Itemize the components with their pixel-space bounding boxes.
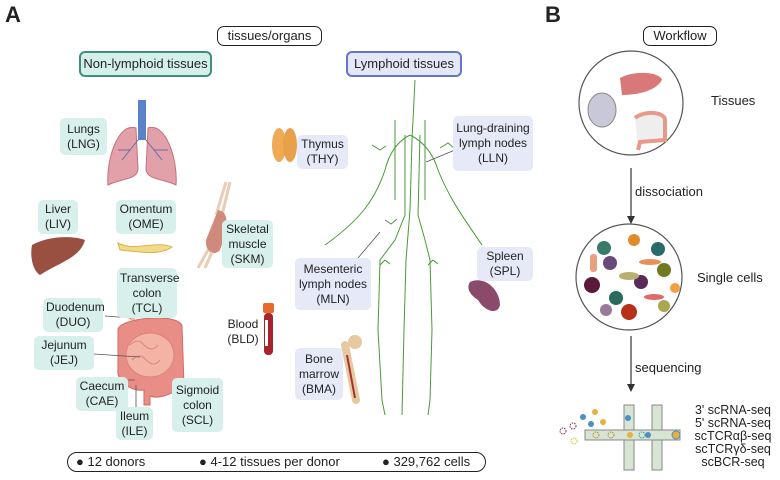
assay-item: scTCRαβ-seq xyxy=(694,429,772,443)
microfluidic-chip-illustration xyxy=(559,404,681,471)
label-name: Ileum xyxy=(119,408,150,423)
label-caecum: Caecum (CAE) xyxy=(76,377,128,411)
panel-a-letter: A xyxy=(5,2,21,27)
label-bone-marrow: Bone marrow (BMA) xyxy=(295,348,343,400)
label-liver: Liver (LIV) xyxy=(38,200,78,234)
omentum-illustration xyxy=(117,242,174,254)
label-lungs: Lungs (LNG) xyxy=(60,118,107,155)
label-omentum: Omentum (OME) xyxy=(116,200,176,234)
label-name: Mesenteric xyxy=(303,261,363,276)
label-name: Skeletal xyxy=(226,221,269,236)
label-lung-draining-lymph-nodes: Lung-draining lymph nodes (LLN) xyxy=(453,116,533,171)
label-code: (BLD) xyxy=(227,331,259,346)
intestine-illustration xyxy=(93,314,185,410)
label-blood: Blood (BLD) xyxy=(224,314,262,349)
label-ileum: Ileum (ILE) xyxy=(116,407,153,440)
spleen-illustration xyxy=(468,280,500,312)
lungs-illustration xyxy=(107,100,177,186)
label-code: (MLN) xyxy=(316,291,350,306)
label-name: Liver xyxy=(44,202,71,216)
bone-marrow-illustration xyxy=(341,335,362,404)
label-name: Bone xyxy=(304,351,334,366)
label-spleen: Spleen (SPL) xyxy=(477,247,533,281)
lymphoid-header: Lymphoid tissues xyxy=(346,51,462,77)
step-tissues: Tissues xyxy=(711,93,756,108)
summary-donors: ● 12 donors xyxy=(76,454,146,469)
label-name: Omentum xyxy=(119,202,173,216)
tissues-organs-title: tissues/organs xyxy=(217,26,322,46)
label-code: (JEJ) xyxy=(50,353,78,367)
summary-cells: ● 329,762 cells xyxy=(382,454,471,469)
label-name-2: lymph nodes xyxy=(298,276,368,291)
label-code: (ILE) xyxy=(121,423,148,438)
label-code: (SPL) xyxy=(489,264,521,278)
arrow-label-sequencing: sequencing xyxy=(635,360,702,375)
label-code: (BMA) xyxy=(302,381,336,396)
label-skeletal-muscle: Skeletal muscle (SKM) xyxy=(222,220,273,268)
label-code: (LNG) xyxy=(67,136,100,151)
lln-pointer-line xyxy=(425,149,456,163)
assay-item: 5' scRNA-seq xyxy=(694,416,772,430)
label-jejunum: Jejunum (JEJ) xyxy=(34,336,94,370)
label-code: (THY) xyxy=(306,152,339,166)
summary-tissues-text: 4-12 tissues per donor xyxy=(210,454,340,469)
label-name: Caecum xyxy=(79,379,125,393)
panel-b-letter: B xyxy=(545,2,561,27)
label-name-2: marrow xyxy=(298,366,339,381)
label-name: Lung-draining xyxy=(456,121,530,135)
label-code: (DUO) xyxy=(55,315,91,329)
label-duodenum: Duodenum (DUO) xyxy=(43,298,105,332)
thymus-illustration xyxy=(272,128,297,162)
label-name-2: muscle xyxy=(228,236,267,251)
summary-donors-text: 12 donors xyxy=(87,454,146,469)
label-name-2: lymph nodes xyxy=(458,136,528,150)
label-code: (LLN) xyxy=(477,151,508,165)
label-transverse-colon: Transverse colon (TCL) xyxy=(117,268,180,318)
arrow-label-dissociation: dissociation xyxy=(635,184,703,199)
tissues-circle-illustration xyxy=(587,72,667,151)
label-name-2: colon xyxy=(132,285,162,300)
assay-item: scBCR-seq xyxy=(701,455,765,469)
label-name: Spleen xyxy=(486,249,524,263)
label-code: (TCL) xyxy=(131,300,163,315)
label-name: Thymus xyxy=(301,137,344,151)
cells-illustration xyxy=(584,234,680,320)
label-mesenteric-lymph-nodes: Mesenteric lymph nodes (MLN) xyxy=(295,258,371,310)
mln-pointer-line xyxy=(357,231,381,259)
label-name: Sigmoid xyxy=(175,382,220,397)
summary-cells-text: 329,762 cells xyxy=(393,454,471,469)
label-name: Lungs xyxy=(67,121,100,136)
label-code: (CAE) xyxy=(85,394,119,408)
label-name: Blood xyxy=(227,316,259,331)
liver-illustration xyxy=(31,237,85,275)
lymphatic-system-illustration xyxy=(324,79,483,416)
workflow-title: Workflow xyxy=(643,26,717,46)
label-name: Jejunum xyxy=(41,338,87,352)
step-single-cells: Single cells xyxy=(697,270,763,285)
label-name: Transverse xyxy=(120,270,180,285)
assay-item: 3' scRNA-seq xyxy=(694,403,772,417)
label-name-2: colon xyxy=(183,397,212,412)
label-sigmoid-colon: Sigmoid colon (SCL) xyxy=(172,378,223,432)
blood-tube-illustration xyxy=(263,303,274,355)
label-code: (OME) xyxy=(128,217,164,231)
summary-tissues: ● 4-12 tissues per donor xyxy=(199,454,340,469)
skeletal-muscle-illustration xyxy=(196,181,232,269)
label-code: (LIV) xyxy=(44,217,71,231)
assay-list: 3' scRNA-seq 5' scRNA-seq scTCRαβ-seq sc… xyxy=(686,404,780,469)
label-code: (SKM) xyxy=(230,251,265,266)
label-code: (SCL) xyxy=(181,412,214,427)
assay-item: scTCRγδ-seq xyxy=(695,442,771,456)
non-lymphoid-header: Non-lymphoid tissues xyxy=(79,51,212,77)
summary-bar: ● 12 donors ● 4-12 tissues per donor ● 3… xyxy=(67,452,486,472)
label-name: Duodenum xyxy=(46,300,105,314)
label-thymus: Thymus (THY) xyxy=(297,135,348,169)
